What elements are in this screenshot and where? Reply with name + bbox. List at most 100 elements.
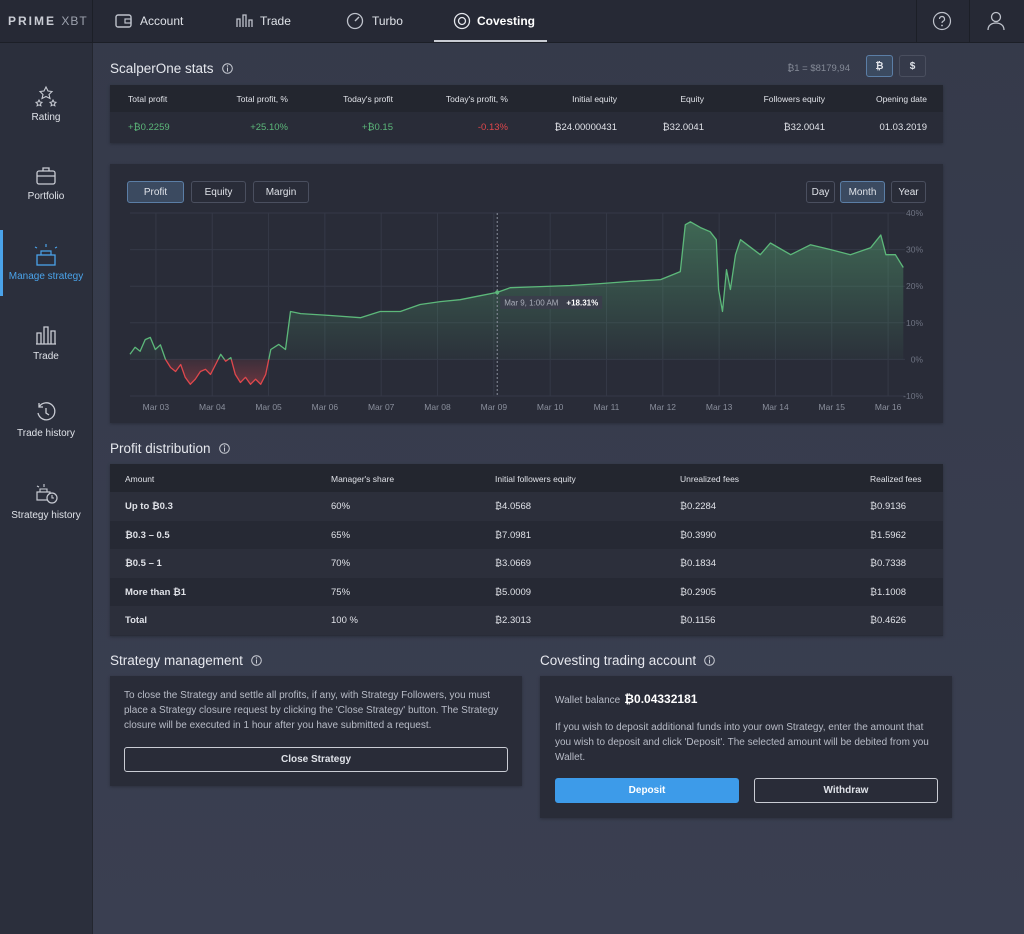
distribution-cell: ₿0.1834: [680, 558, 717, 570]
distribution-cell: 100 %: [331, 615, 358, 627]
stats-header: Today's profit: [343, 94, 393, 104]
profit-line: [129, 221, 904, 385]
distribution-cell: ₿1.5962: [870, 529, 907, 541]
tooltip-value: +18.31%: [566, 299, 598, 308]
stats-value: +25.10%: [250, 122, 288, 133]
stats-header: Equity: [680, 94, 704, 104]
info-icon[interactable]: [218, 443, 230, 454]
x-tick-label: Mar 03: [143, 402, 170, 412]
distribution-header: Realized fees: [870, 474, 922, 484]
x-tick-label: Mar 09: [481, 402, 508, 412]
distribution-cell: 70%: [331, 558, 351, 570]
distribution-row: [110, 606, 943, 635]
info-icon[interactable]: [221, 63, 233, 74]
help-button[interactable]: [932, 11, 952, 31]
distribution-cell: ₿4.0568: [495, 501, 532, 512]
portfolio-icon: [36, 167, 56, 185]
distribution-header-row: [110, 464, 943, 492]
logo[interactable]: PRIME XBT: [8, 14, 88, 28]
distribution-cell: ₿0.4626: [870, 615, 907, 627]
divider: [92, 0, 93, 42]
sidebar-item[interactable]: Trade: [33, 351, 59, 362]
nav-tab[interactable]: Turbo: [372, 14, 403, 28]
rating-icon: [34, 85, 58, 107]
distribution-cell: ₿0.9136: [870, 501, 907, 512]
strategy-history-icon: [36, 484, 58, 504]
active-indicator: [0, 230, 3, 296]
x-tick-label: Mar 05: [255, 402, 282, 412]
hover-point: [495, 290, 500, 295]
close-strategy-button[interactable]: Close Strategy: [124, 747, 508, 772]
tooltip-date: Mar 9, 1:00 AM: [504, 299, 559, 308]
chart-mode-button[interactable]: Equity: [191, 181, 246, 203]
profile-button[interactable]: [986, 10, 1006, 32]
x-tick-label: Mar 11: [594, 402, 620, 412]
divider: [969, 0, 970, 42]
distribution-cell: ₿2.3013: [495, 615, 532, 627]
stats-header: Total profit: [128, 94, 168, 104]
divider: [916, 0, 917, 42]
deposit-button[interactable]: Deposit: [555, 778, 739, 803]
info-icon[interactable]: [251, 655, 262, 666]
x-tick-label: Mar 06: [312, 402, 339, 412]
sidebar-item[interactable]: Trade history: [17, 428, 75, 439]
distribution-cell: 60%: [331, 501, 351, 512]
nav-tab[interactable]: Trade: [260, 14, 291, 28]
stats-value: +₿0.15: [361, 122, 393, 133]
stats-table: Total profit +₿0.2259 Total profit, % +25.1…: [110, 85, 943, 143]
profit-chart: -10% 0% 10% 20% 30% 40% Mar 03 Mar 04 Mar 05 Mar …: [129, 208, 924, 412]
chart-range-button[interactable]: Year: [891, 181, 926, 203]
distribution-heading: Profit distribution: [110, 441, 230, 456]
covesting-icon: [453, 12, 471, 30]
currency-button[interactable]: ₿: [866, 55, 893, 77]
distribution-row: [110, 549, 943, 578]
chart-range-button[interactable]: Month: [840, 181, 885, 203]
distribution-header: Unrealized fees: [680, 474, 740, 484]
chart-mode-button[interactable]: Margin: [253, 181, 309, 203]
distribution-row: [110, 520, 943, 550]
trade-icon: [236, 14, 253, 27]
account-title: Covesting trading account: [540, 653, 697, 668]
stats-header: Initial equity: [572, 94, 617, 104]
info-icon[interactable]: [704, 655, 715, 666]
stats-heading: ScalperOne stats: [110, 61, 233, 76]
stats-header: Today's profit, %: [445, 94, 508, 104]
distribution-cell: ₿5.0009: [495, 586, 532, 598]
wallet-balance: Wallet balance ₿0.04332181: [555, 692, 697, 708]
account-text: If you wish to deposit additional funds …: [555, 722, 929, 763]
distribution-cell: Up to ₿0.3: [125, 501, 173, 512]
currency-button[interactable]: $: [899, 55, 926, 77]
x-tick-label: Mar 04: [199, 402, 226, 412]
stats-header-row: [110, 85, 943, 112]
sidebar-item[interactable]: Rating: [31, 112, 61, 123]
y-tick-label: 0%: [911, 354, 924, 364]
nav-tab-active[interactable]: Covesting: [477, 14, 536, 28]
account-heading: Covesting trading account: [540, 653, 715, 668]
exchange-rate: ₿1 = $8179,94: [787, 63, 850, 74]
account-icon: [115, 14, 132, 28]
sidebar-item-active[interactable]: Manage strategy: [8, 271, 84, 282]
x-tick-label: Mar 12: [650, 402, 677, 412]
x-tick-label: Mar 10: [537, 402, 564, 412]
distribution-cell: ₿0.1156: [680, 615, 716, 627]
withdraw-button[interactable]: Withdraw: [754, 778, 938, 803]
stats-value: +₿0.2259: [128, 122, 170, 133]
account-panel: Wallet balance ₿0.04332181 If you wish t…: [540, 676, 952, 818]
stats-header: Followers equity: [763, 94, 825, 104]
chart-range-button[interactable]: Day: [806, 181, 835, 203]
distribution-cell: ₿0.2905: [680, 586, 717, 598]
tooltip-box: [500, 296, 603, 309]
distribution-cell: More than ₿1: [125, 586, 187, 598]
sidebar-item[interactable]: Portfolio: [27, 191, 65, 202]
management-title: Strategy management: [110, 653, 243, 668]
stats-title: ScalperOne stats: [110, 61, 214, 76]
nav-tab[interactable]: Account: [140, 14, 184, 28]
x-tick-label: Mar 15: [819, 402, 846, 412]
balance-value: ₿0.04332181: [624, 692, 698, 706]
distribution-cell: ₿7.0981: [495, 529, 532, 541]
sidebar-item[interactable]: Strategy history: [11, 510, 81, 521]
chart-mode-button[interactable]: Profit: [127, 181, 184, 203]
stats-value: ₿32.0041: [783, 122, 825, 133]
